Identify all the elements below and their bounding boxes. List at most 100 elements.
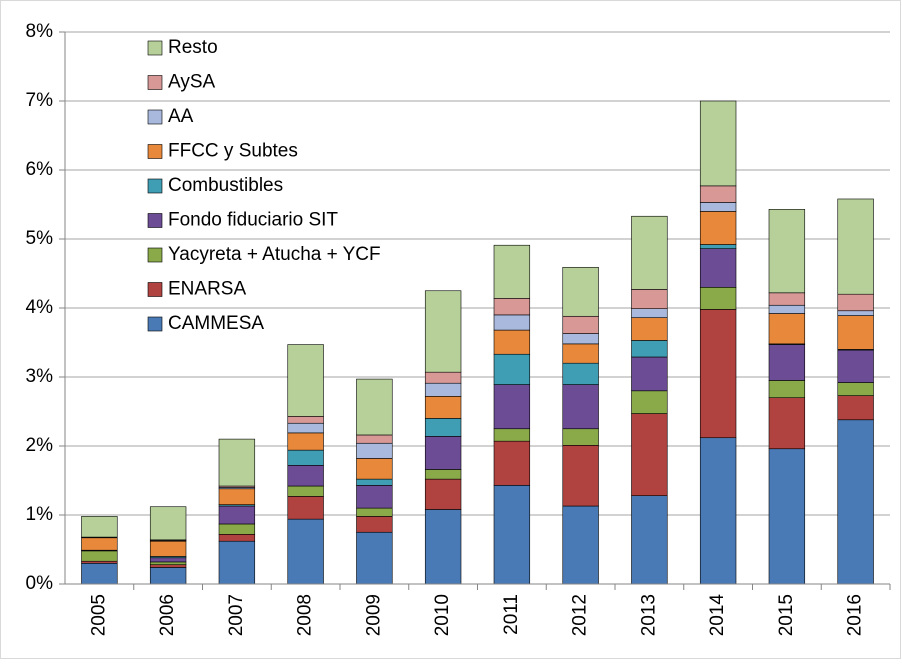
y-tick-label: 4% bbox=[26, 297, 54, 318]
y-tick-label: 5% bbox=[26, 228, 54, 249]
legend-swatch bbox=[147, 109, 163, 125]
bar-segment bbox=[493, 384, 531, 430]
bar-segment bbox=[287, 465, 324, 487]
bar-segment bbox=[768, 397, 806, 450]
bar-segment bbox=[699, 309, 737, 439]
bar-segment bbox=[837, 198, 874, 295]
bar-segment bbox=[356, 458, 393, 480]
x-tick-label: 2005 bbox=[88, 594, 109, 636]
y-tick-label: 3% bbox=[26, 366, 54, 387]
legend-swatch bbox=[147, 316, 163, 332]
bar-segment bbox=[768, 448, 806, 585]
y-tick-label: 2% bbox=[26, 435, 54, 456]
legend-swatch bbox=[147, 144, 163, 159]
bar-segment bbox=[149, 540, 187, 557]
bar-segment bbox=[218, 534, 256, 542]
bar-segment bbox=[837, 382, 874, 396]
y-tick-label: 1% bbox=[26, 504, 54, 525]
bar-segment bbox=[493, 329, 531, 355]
bar-segment bbox=[699, 244, 737, 249]
bar-segment bbox=[424, 436, 462, 470]
bar-segment bbox=[218, 505, 256, 525]
bar-segment bbox=[424, 418, 462, 437]
legend-label: CAMMESA bbox=[168, 313, 264, 334]
bar-segment bbox=[356, 442, 393, 459]
legend-label: ENARSA bbox=[168, 279, 246, 300]
x-tick-label: 2014 bbox=[707, 594, 728, 637]
bar-segment bbox=[562, 384, 599, 430]
bar-segment bbox=[356, 507, 393, 517]
bar-segment bbox=[424, 478, 462, 510]
bar-segment bbox=[493, 244, 531, 299]
legend-swatch bbox=[147, 178, 163, 194]
bar-segment bbox=[493, 298, 531, 316]
bar-segment bbox=[837, 315, 874, 350]
bar-segment bbox=[356, 485, 393, 509]
bar-segment bbox=[837, 349, 874, 383]
bar-segment bbox=[287, 485, 324, 497]
bar-segment bbox=[81, 562, 118, 585]
bar-segment bbox=[149, 564, 187, 568]
bar-segment bbox=[287, 432, 324, 451]
x-tick-label: 2013 bbox=[638, 594, 659, 636]
bar-segment bbox=[81, 560, 118, 564]
legend-swatch bbox=[147, 40, 163, 56]
y-tick-label: 6% bbox=[26, 159, 54, 180]
bar-segment bbox=[631, 390, 668, 414]
bar-segment bbox=[493, 428, 531, 442]
bar-segment bbox=[562, 505, 599, 585]
bar-segment bbox=[631, 495, 668, 585]
bar-segment bbox=[768, 313, 806, 345]
bar-segment bbox=[562, 428, 599, 446]
y-tick-label: 7% bbox=[26, 90, 54, 111]
y-tick-label: 0% bbox=[26, 573, 54, 594]
y-tick-label: 8% bbox=[26, 21, 54, 42]
bar-segment bbox=[768, 344, 806, 381]
bar-segment bbox=[562, 315, 599, 334]
bar-segment bbox=[631, 215, 668, 290]
bar-segment bbox=[493, 314, 531, 331]
bar-segment bbox=[424, 290, 462, 373]
bar-segment bbox=[287, 518, 324, 585]
legend-label: AySA bbox=[168, 72, 216, 93]
x-tick-label: 2007 bbox=[226, 594, 247, 636]
bar-segment bbox=[218, 540, 256, 585]
legend-label: Fondo fiduciario SIT bbox=[168, 210, 338, 231]
x-tick-label: 2009 bbox=[363, 594, 384, 636]
legend-label: Resto bbox=[168, 37, 218, 58]
bar-segment bbox=[218, 438, 256, 487]
bar-segment bbox=[837, 419, 874, 585]
bar-segment bbox=[424, 371, 462, 384]
bar-segment bbox=[356, 434, 393, 444]
bar-segment bbox=[424, 382, 462, 397]
bar-segment bbox=[562, 343, 599, 364]
x-tick-label: 2006 bbox=[157, 594, 178, 636]
bar-segment bbox=[149, 561, 187, 565]
bar-segment bbox=[287, 422, 324, 434]
bar-segment bbox=[287, 496, 324, 520]
bar-segment bbox=[562, 362, 599, 385]
bar-segment bbox=[768, 304, 806, 314]
bar-segment bbox=[768, 292, 806, 306]
bar-segment bbox=[699, 100, 737, 187]
bar-segment bbox=[699, 211, 737, 245]
bar-segment bbox=[562, 445, 599, 507]
legend-swatch bbox=[147, 213, 163, 228]
bar-segment bbox=[287, 344, 324, 417]
bar-segment bbox=[287, 416, 324, 424]
bar-segment bbox=[424, 396, 462, 419]
bar-segment bbox=[631, 289, 668, 309]
bar-segment bbox=[424, 469, 462, 480]
bar-segment bbox=[218, 488, 256, 505]
x-tick-label: 2015 bbox=[776, 594, 797, 636]
bar-segment bbox=[356, 531, 393, 585]
bar-segment bbox=[699, 286, 737, 310]
bar-segment bbox=[562, 333, 599, 345]
legend-label: FFCC y Subtes bbox=[168, 141, 298, 162]
bar-segment bbox=[768, 380, 806, 399]
bar-segment bbox=[149, 567, 187, 585]
bar-segment bbox=[424, 509, 462, 585]
bar-segment bbox=[837, 395, 874, 421]
